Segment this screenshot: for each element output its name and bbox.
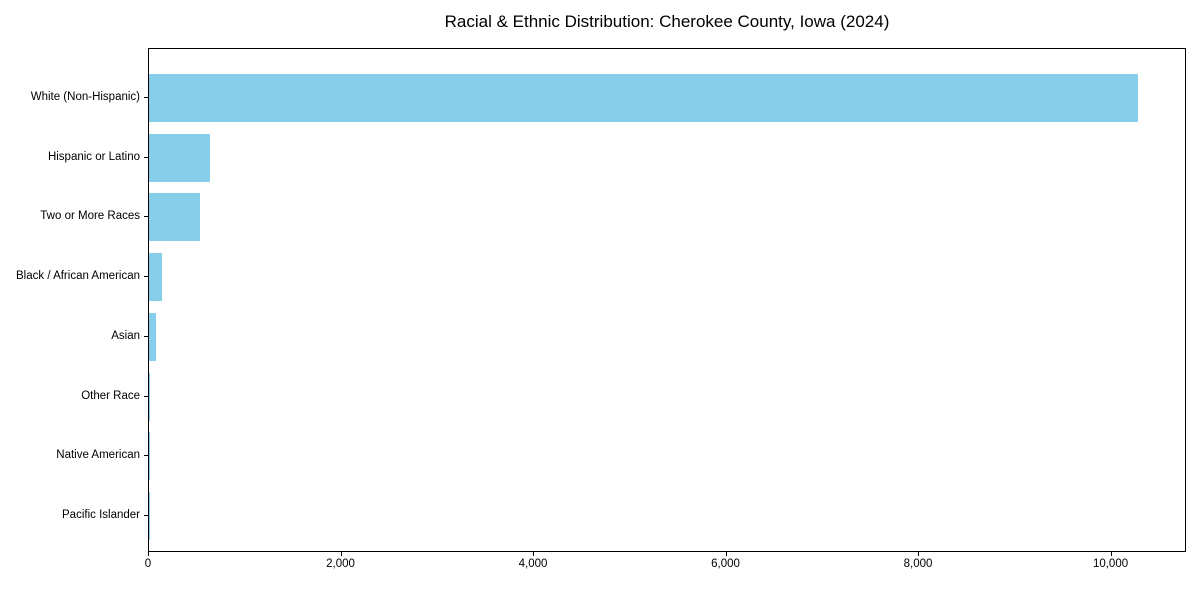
y-tick-mark — [144, 97, 148, 98]
y-tick-mark — [144, 156, 148, 158]
y-tick-mark — [144, 395, 148, 397]
x-tick-label: 8,000 — [903, 558, 933, 570]
category-label: Other Race — [81, 389, 140, 402]
category-label: Two or More Races — [40, 210, 140, 223]
chart-title: Racial & Ethnic Distribution: Cherokee C… — [444, 12, 890, 31]
bar-other-race — [149, 372, 151, 421]
category-label: Native American — [56, 449, 140, 462]
x-tick-label: 6,000 — [711, 558, 740, 570]
x-tick-mark — [918, 552, 920, 556]
x-tick-label: 0 — [144, 558, 152, 570]
x-tick-mark — [1110, 552, 1112, 556]
x-tick-label: 10,000 — [1092, 558, 1129, 570]
y-tick-mark — [144, 455, 148, 457]
bar-black-african-american — [149, 253, 162, 302]
x-tick-mark — [533, 552, 534, 556]
category-label: Pacific Islander — [62, 508, 140, 521]
plot-area — [148, 48, 1186, 552]
x-tick-label: 2,000 — [326, 558, 355, 570]
bar-asian — [149, 312, 157, 361]
y-tick-mark — [144, 514, 148, 516]
category-label: Black / African American — [16, 270, 140, 283]
bar-hispanic-or-latino — [149, 133, 210, 182]
bar-native-american — [149, 432, 150, 481]
y-tick-mark — [144, 335, 148, 337]
x-tick-mark — [148, 552, 149, 556]
category-label: White (Non-Hispanic) — [30, 91, 140, 103]
category-label: Hispanic or Latino — [47, 150, 140, 163]
x-tick-label: 4,000 — [518, 558, 548, 570]
y-tick-mark — [144, 276, 148, 278]
y-tick-mark — [144, 216, 148, 218]
bar-two-or-more-races — [149, 193, 201, 242]
x-tick-mark — [725, 552, 727, 556]
x-tick-mark — [340, 552, 342, 556]
category-label: Asian — [111, 329, 140, 342]
bar-white-non-hispanic — [149, 74, 1138, 122]
